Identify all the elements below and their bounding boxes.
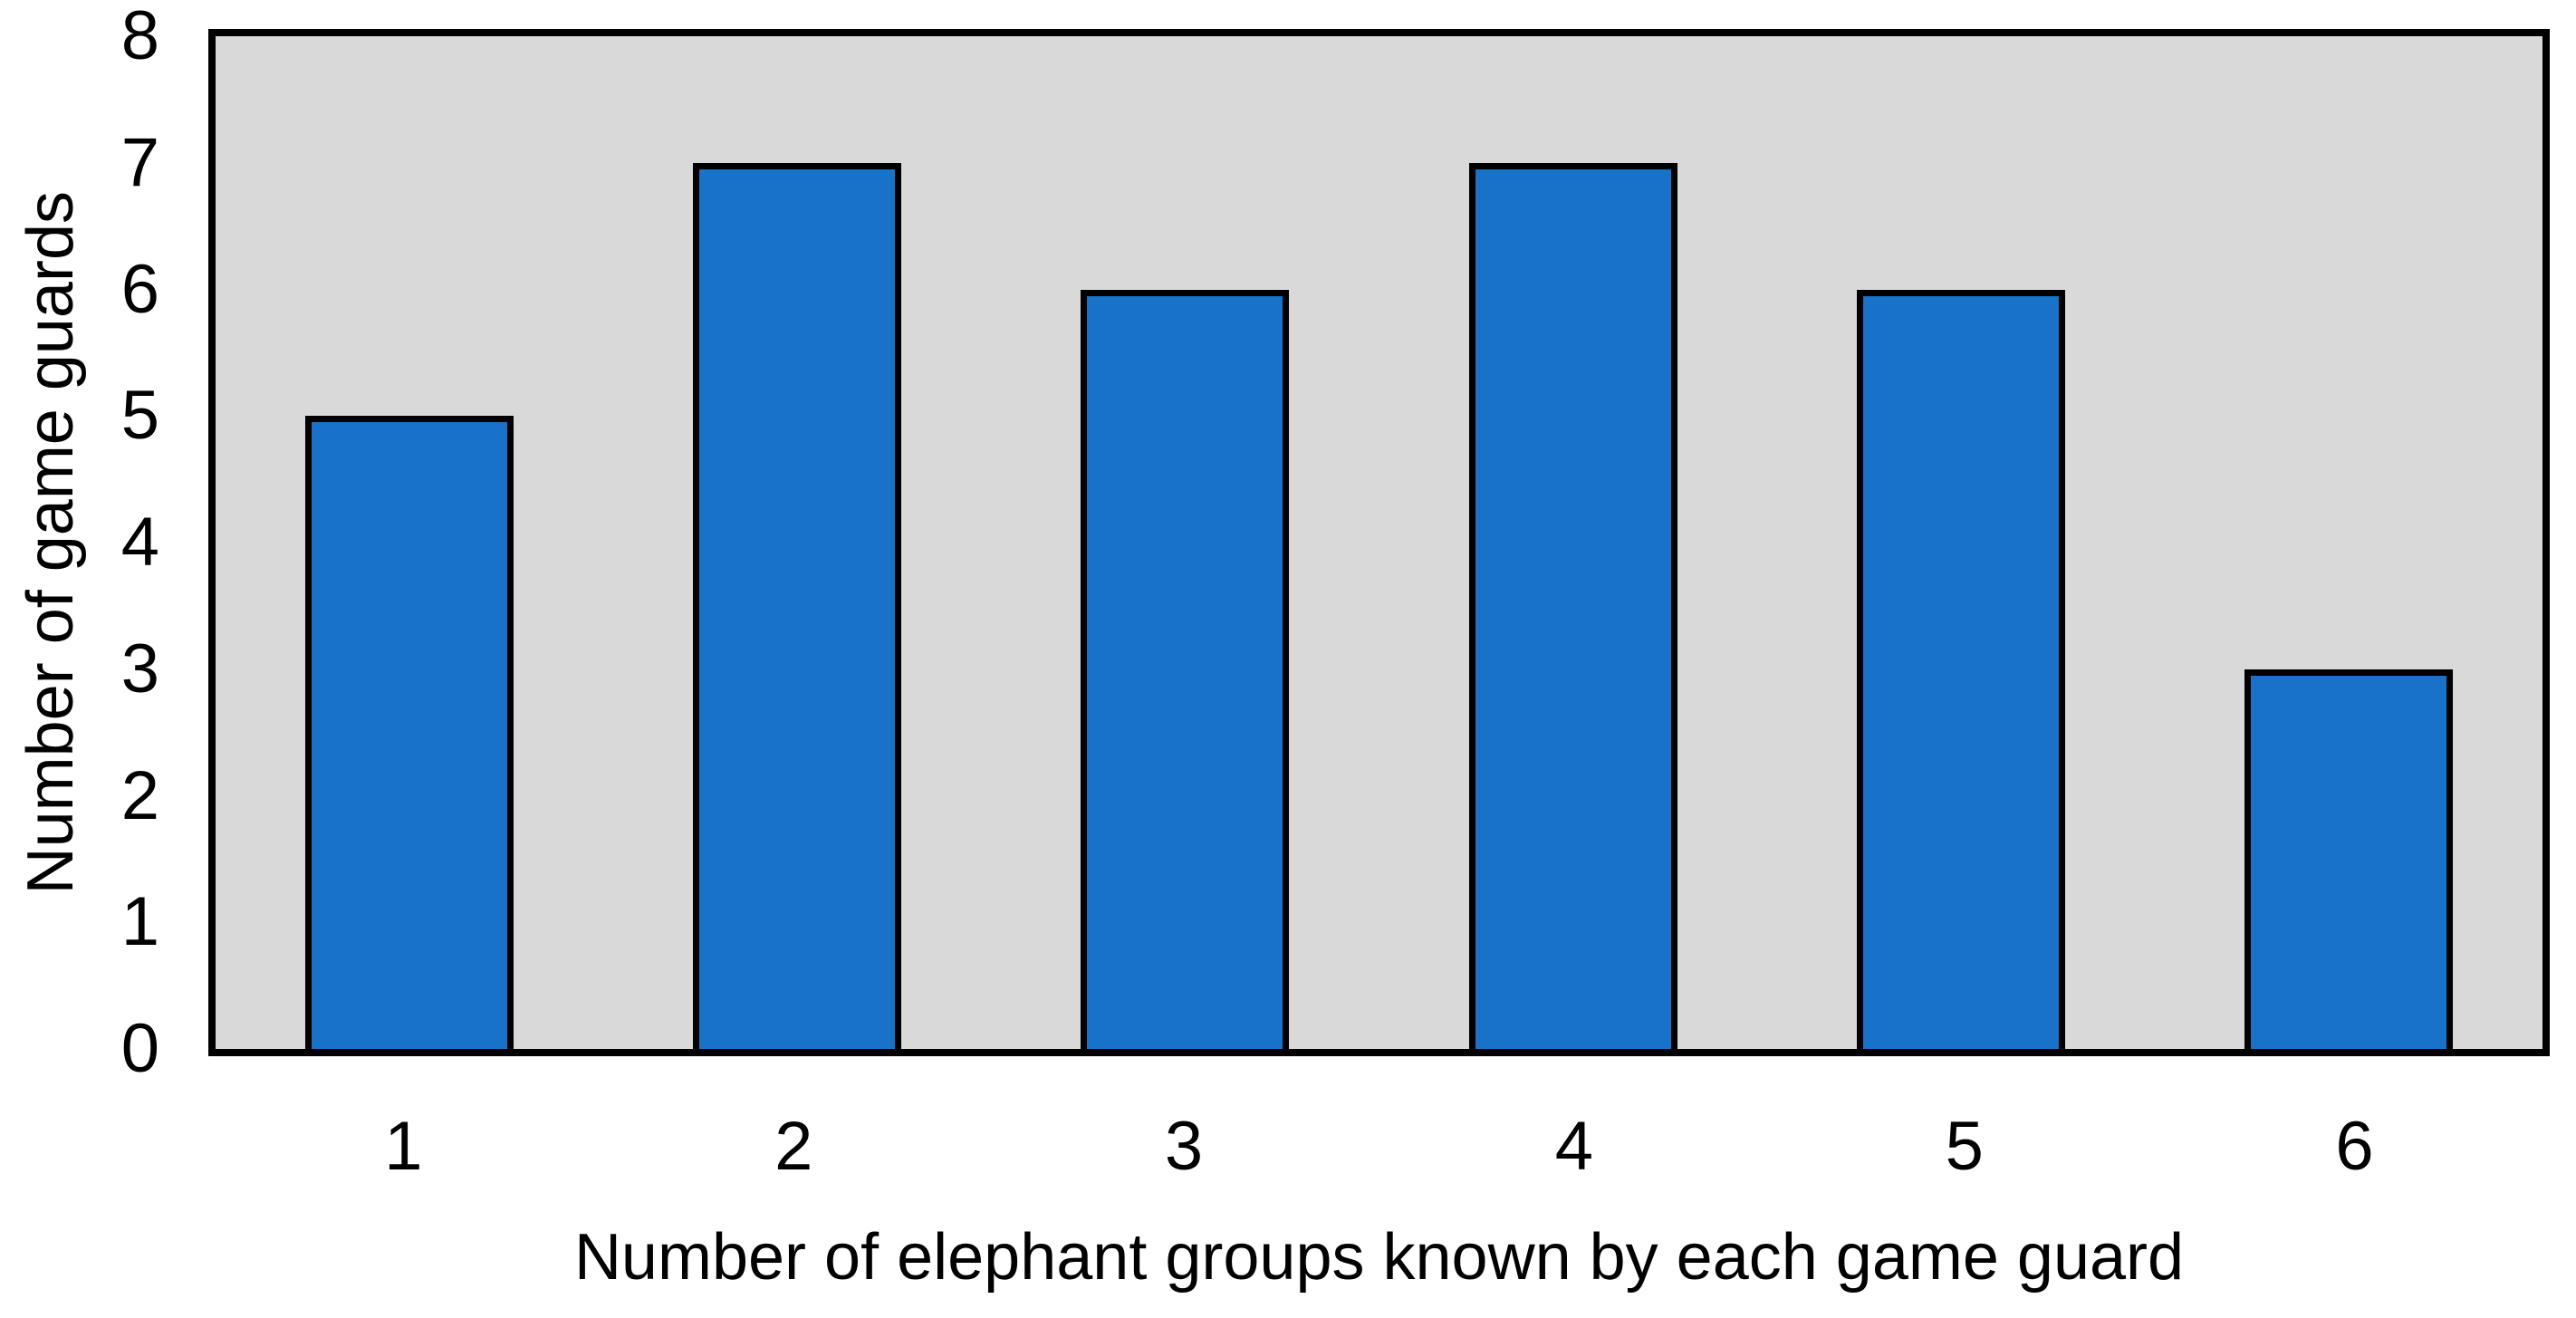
x-tick-label: 2 xyxy=(774,1108,813,1185)
bar-category-2 xyxy=(693,162,902,1049)
x-tick-label: 5 xyxy=(1945,1108,1984,1185)
x-tick-label: 1 xyxy=(384,1108,423,1185)
bar-slot xyxy=(1379,36,1767,1049)
x-tick-label: 3 xyxy=(1164,1108,1204,1185)
y-tick-label: 3 xyxy=(120,630,159,707)
bar-category-1 xyxy=(305,416,514,1049)
y-tick-label: 4 xyxy=(120,504,159,581)
y-tick-label: 5 xyxy=(120,377,159,455)
y-tick-label: 7 xyxy=(120,123,159,201)
y-tick-label: 6 xyxy=(120,250,159,328)
y-tick-label: 2 xyxy=(120,756,159,834)
bar-slot xyxy=(2155,36,2542,1049)
bar-category-5 xyxy=(1856,289,2065,1049)
x-axis-title: Number of elephant groups known by each … xyxy=(573,1221,2185,1294)
x-tick-label: 4 xyxy=(1554,1108,1594,1185)
bar-category-4 xyxy=(1468,162,1677,1049)
bar-slot xyxy=(1767,36,2155,1049)
bar-slot xyxy=(603,36,991,1049)
bar-slot xyxy=(991,36,1379,1049)
y-tick-label: 1 xyxy=(120,883,159,961)
bar-slot xyxy=(216,36,603,1049)
plot-area xyxy=(208,29,2550,1056)
x-tick-label: 6 xyxy=(2335,1108,2374,1185)
bar-category-6 xyxy=(2244,669,2453,1049)
y-tick-label: 0 xyxy=(120,1010,159,1087)
y-tick-label: 8 xyxy=(120,0,159,74)
bar-category-3 xyxy=(1081,289,1290,1049)
